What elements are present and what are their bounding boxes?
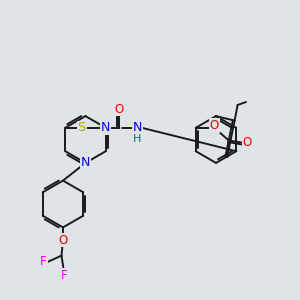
Text: F: F [40, 255, 47, 268]
Text: O: O [210, 119, 219, 132]
Text: O: O [114, 103, 124, 116]
Text: O: O [58, 233, 68, 247]
Text: N: N [101, 121, 110, 134]
Text: F: F [61, 269, 67, 282]
Text: H: H [133, 134, 142, 144]
Text: N: N [81, 156, 90, 170]
Text: O: O [243, 136, 252, 149]
Text: S: S [77, 121, 86, 134]
Text: N: N [133, 121, 142, 134]
